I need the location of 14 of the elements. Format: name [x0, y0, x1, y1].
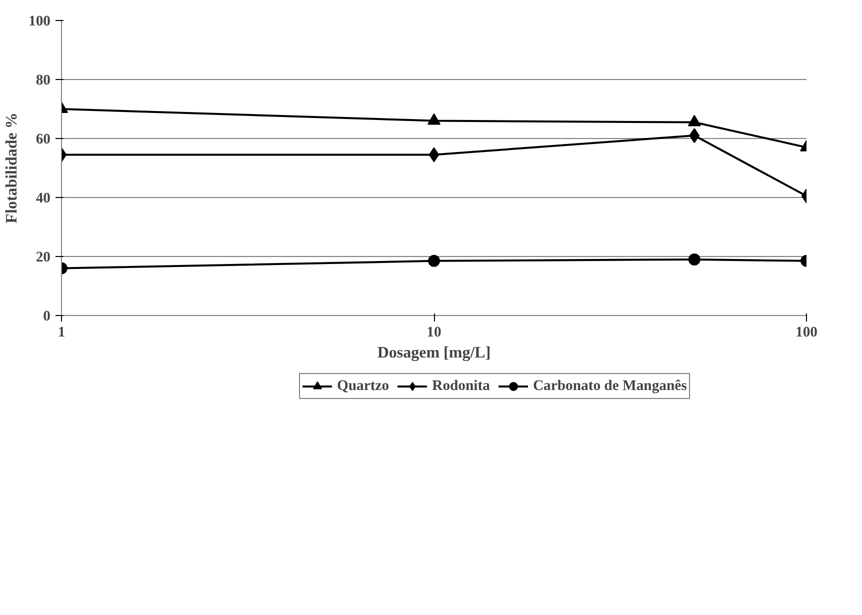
legend-label: Carbonato de Manganês: [532, 378, 687, 394]
y-tick-label: 40: [36, 190, 50, 206]
y-tick-label: 20: [36, 250, 50, 266]
legend-label: Quartzo: [337, 378, 390, 394]
y-tick-label: 80: [36, 72, 50, 88]
legend-label: Rodonita: [432, 378, 490, 394]
x-tick-label: 1: [58, 324, 66, 340]
x-axis-title: Dosagem [mg/L]: [377, 344, 491, 362]
x-tick-label: 100: [796, 324, 818, 340]
x-tick-label: 10: [426, 324, 442, 340]
y-axis-title: Flotabilidade %: [4, 112, 21, 224]
y-tick-label: 100: [28, 14, 50, 30]
y-tick-label: 60: [36, 132, 50, 148]
y-tick-label: 0: [43, 308, 50, 324]
